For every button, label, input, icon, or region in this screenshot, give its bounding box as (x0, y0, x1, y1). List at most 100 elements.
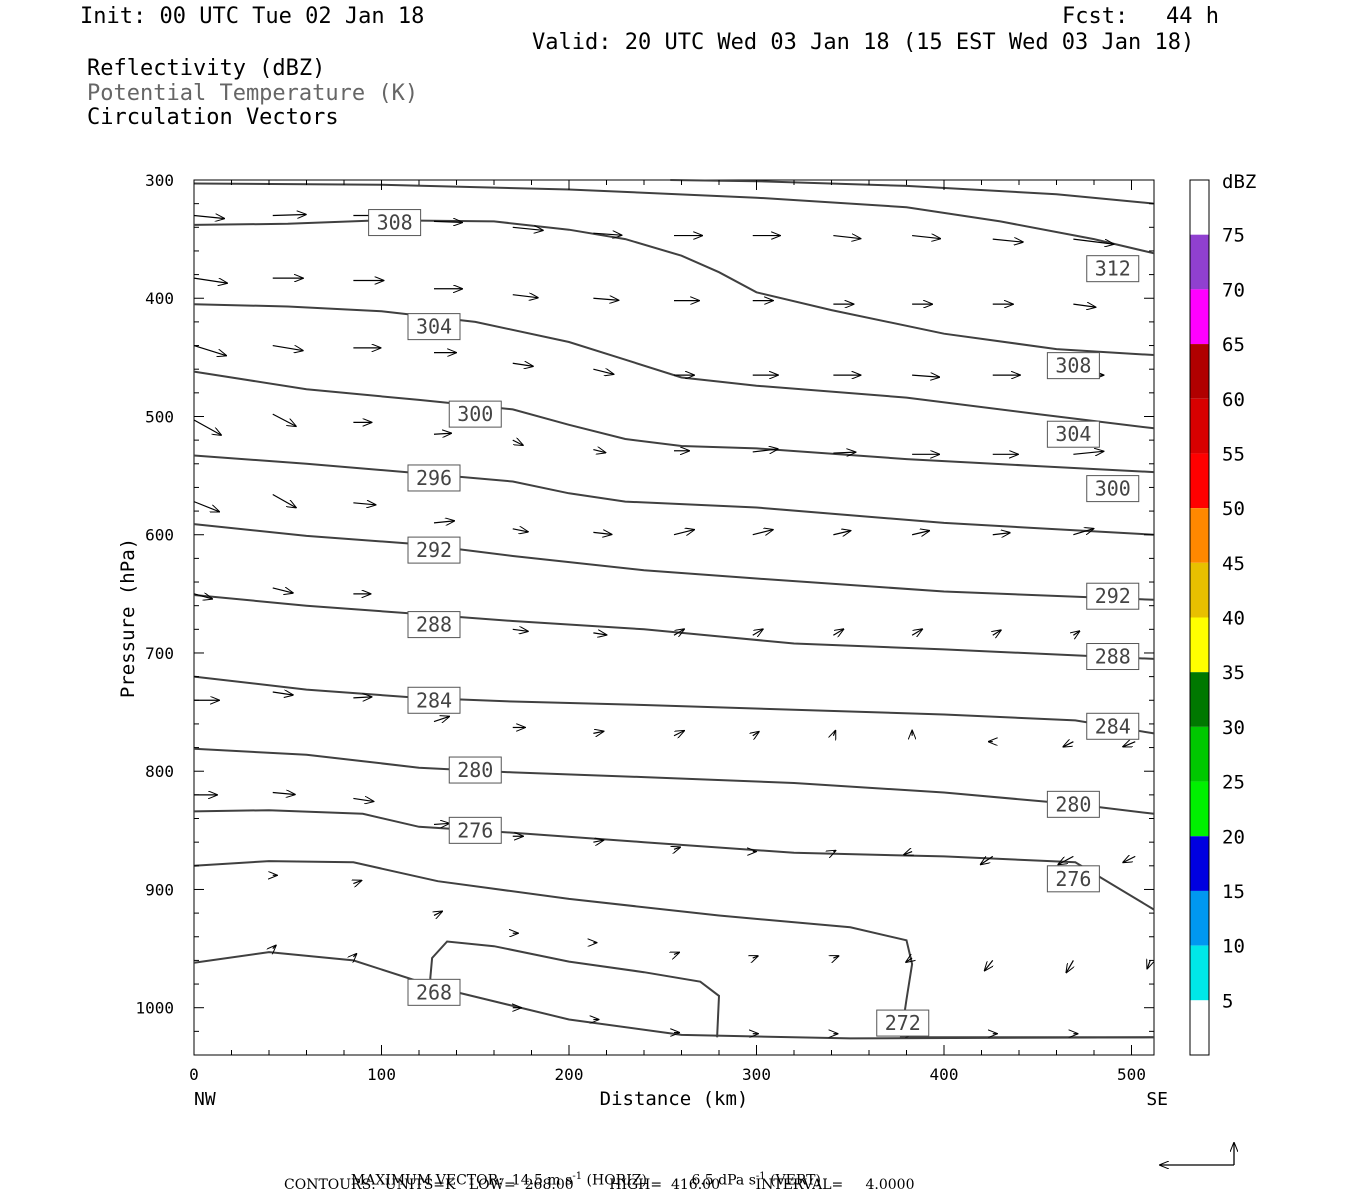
colorbar-swatch (1190, 672, 1209, 727)
y-axis-label: Pressure (hPa) (117, 538, 139, 698)
circulation-vector (272, 344, 303, 351)
contour-label: 288 (416, 613, 452, 637)
valid-time: Valid: 20 UTC Wed 03 Jan 18 (15 EST Wed … (532, 30, 1195, 55)
colorbar-tick-label: 50 (1222, 498, 1245, 520)
y-tick-label: 600 (145, 526, 174, 545)
x-tick-label: 400 (930, 1065, 959, 1084)
circulation-vector (981, 855, 994, 864)
circulation-vector (512, 440, 523, 445)
circulation-vector (353, 697, 371, 698)
circulation-vector (593, 298, 618, 300)
circulation-vector (1073, 304, 1095, 307)
forecast-hour: 44 h (1166, 4, 1219, 29)
contour-label: 280 (1055, 792, 1091, 816)
contour-line-284 (193, 675, 1155, 735)
contour-line-292 (193, 523, 1155, 601)
circulation-vector (833, 851, 835, 852)
circulation-vector (512, 529, 528, 532)
circulation-vector (433, 717, 449, 722)
colorbar-tick-label: 65 (1222, 334, 1245, 356)
contour-line-304 (193, 303, 1155, 430)
contour-label-box (368, 209, 422, 237)
x-axis-end-right: SE (1146, 1089, 1168, 1110)
circulation-vector (272, 692, 293, 695)
circulation-vector (434, 911, 442, 915)
contour-label: 288 (1095, 645, 1131, 669)
contour-line-312 (193, 182, 1155, 255)
circulation-vector (1066, 960, 1073, 972)
contour-line-312 (670, 179, 1155, 205)
unit-exponent: -1 (572, 1171, 583, 1182)
circulation-vector (673, 530, 694, 535)
contour-label-box (1086, 582, 1140, 610)
colorbar-swatch (1190, 344, 1209, 399)
contour-labels: 308 312 304 308 300 304 296 300 292 292 288 288 284 2… (368, 209, 1140, 1037)
colorbar-tick-label: 70 (1222, 279, 1245, 301)
colorbar-swatch (1190, 508, 1209, 563)
contour-label-box (1086, 712, 1140, 740)
x-tick-label: 100 (367, 1065, 396, 1084)
circulation-vector (512, 227, 543, 230)
circulation-vector (593, 633, 606, 635)
circulation-vector (353, 954, 356, 957)
circulation-vector (593, 369, 613, 374)
circulation-vector (833, 236, 860, 239)
circulation-vector (193, 277, 227, 283)
circulation-vector (593, 731, 603, 733)
x-tick-label: 500 (1117, 1065, 1146, 1084)
circulation-vector (1063, 742, 1074, 747)
contour-label: 312 (1095, 257, 1131, 281)
colorbar-tick-label: 55 (1222, 443, 1245, 465)
plot-frame (193, 179, 1155, 1056)
colorbar-tick-label: 5 (1222, 990, 1233, 1012)
x-axis-end-left: NW (194, 1089, 216, 1110)
contour-label-box (407, 313, 461, 341)
colorbar-swatch (1190, 781, 1209, 837)
unit-exponent: -1 (755, 1171, 766, 1182)
circulation-vector (904, 852, 912, 855)
contour-line-268 (429, 940, 721, 1038)
contour-label: 300 (457, 402, 493, 426)
colorbar-swatch (1190, 234, 1209, 290)
circulation-vector (674, 952, 679, 954)
colorbar-swatch (1190, 726, 1209, 782)
contour-label-box (1046, 352, 1100, 380)
circulation-vector (193, 344, 226, 356)
contour-label: 308 (1055, 354, 1091, 378)
circulation-vector (833, 956, 838, 958)
y-tick-label: 1000 (135, 999, 174, 1018)
contour-label-box (1086, 643, 1140, 671)
contour-label: 272 (885, 1011, 921, 1035)
contour-label: 284 (416, 688, 452, 712)
circulation-vector (593, 233, 621, 235)
max-vector-horiz: MAXIMUM VECTOR: 14.5 m s (350, 1172, 573, 1189)
circulation-vector (353, 503, 375, 505)
colorbar-swatch (1190, 398, 1209, 454)
circulation-vector (674, 847, 680, 849)
circulation-vector (912, 375, 939, 377)
circulation-vector (433, 221, 462, 222)
contour-line-296 (193, 454, 1155, 536)
colorbar-swatch (1190, 289, 1209, 345)
circulation-vector (433, 823, 449, 824)
x-axis-label: Distance (km) (600, 1088, 749, 1110)
potential-temperature-contours (193, 179, 1155, 1040)
contour-label-box (448, 816, 502, 844)
field-circulation-vectors: Circulation Vectors (87, 105, 339, 130)
field-reflectivity: Reflectivity (dBZ) (87, 56, 326, 81)
max-vector-vert: (HORIZ) 6.5 dPa s (582, 1172, 756, 1189)
circulation-vector (912, 236, 940, 239)
colorbar-tick-label: 45 (1222, 553, 1245, 575)
circulation-vector (193, 419, 221, 435)
circulation-vector (911, 531, 929, 535)
y-tick-label: 400 (145, 289, 174, 308)
y-tick-label: 800 (145, 762, 174, 781)
contour-label: 300 (1095, 477, 1131, 501)
circulation-vector (193, 215, 224, 218)
circulation-vector (353, 798, 373, 801)
contour-label-box (407, 464, 461, 492)
contour-label-box (407, 611, 461, 639)
contour-label-box (407, 536, 461, 564)
circulation-vector (753, 956, 758, 958)
circulation-vector (512, 295, 538, 298)
